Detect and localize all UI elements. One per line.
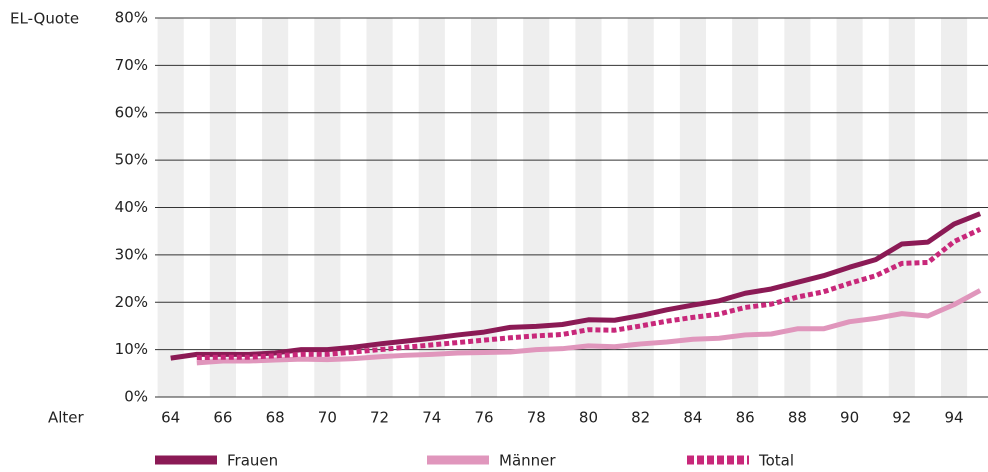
line-series (196, 288, 982, 366)
line-series (196, 227, 982, 361)
y-tick-label: 30% (115, 245, 148, 263)
y-tick-label: 80% (115, 9, 148, 27)
x-tick-label: 78 (527, 409, 546, 427)
y-tick-label: 40% (115, 198, 148, 216)
y-tick-label: 60% (115, 103, 148, 121)
x-tick-label: 64 (161, 409, 180, 427)
x-tick-label: 92 (892, 409, 911, 427)
x-tick-label: 84 (683, 409, 702, 427)
x-axis-label: Alter (48, 409, 85, 427)
x-tick-label: 94 (945, 409, 964, 427)
x-tick-label: 86 (736, 409, 755, 427)
legend-label: Männer (499, 452, 556, 470)
x-tick-label: 80 (579, 409, 598, 427)
x-tick-label: 72 (370, 409, 389, 427)
y-axis-label: EL-Quote (10, 10, 79, 28)
x-tick-label: 68 (266, 409, 285, 427)
y-tick-label: 70% (115, 56, 148, 74)
legend-label: Total (758, 452, 794, 470)
x-tick-label: 70 (318, 409, 337, 427)
legend-label: Frauen (227, 452, 278, 470)
x-tick-label: 90 (840, 409, 859, 427)
x-tick-label: 76 (474, 409, 493, 427)
y-tick-label: 50% (115, 151, 148, 169)
y-tick-label: 0% (124, 388, 148, 406)
y-tick-label: 20% (115, 293, 148, 311)
line-series (170, 211, 982, 361)
y-tick-label: 10% (115, 340, 148, 358)
x-tick-label: 88 (788, 409, 807, 427)
x-tick-label: 82 (631, 409, 650, 427)
x-tick-label: 74 (422, 409, 441, 427)
x-tick-label: 66 (213, 409, 232, 427)
